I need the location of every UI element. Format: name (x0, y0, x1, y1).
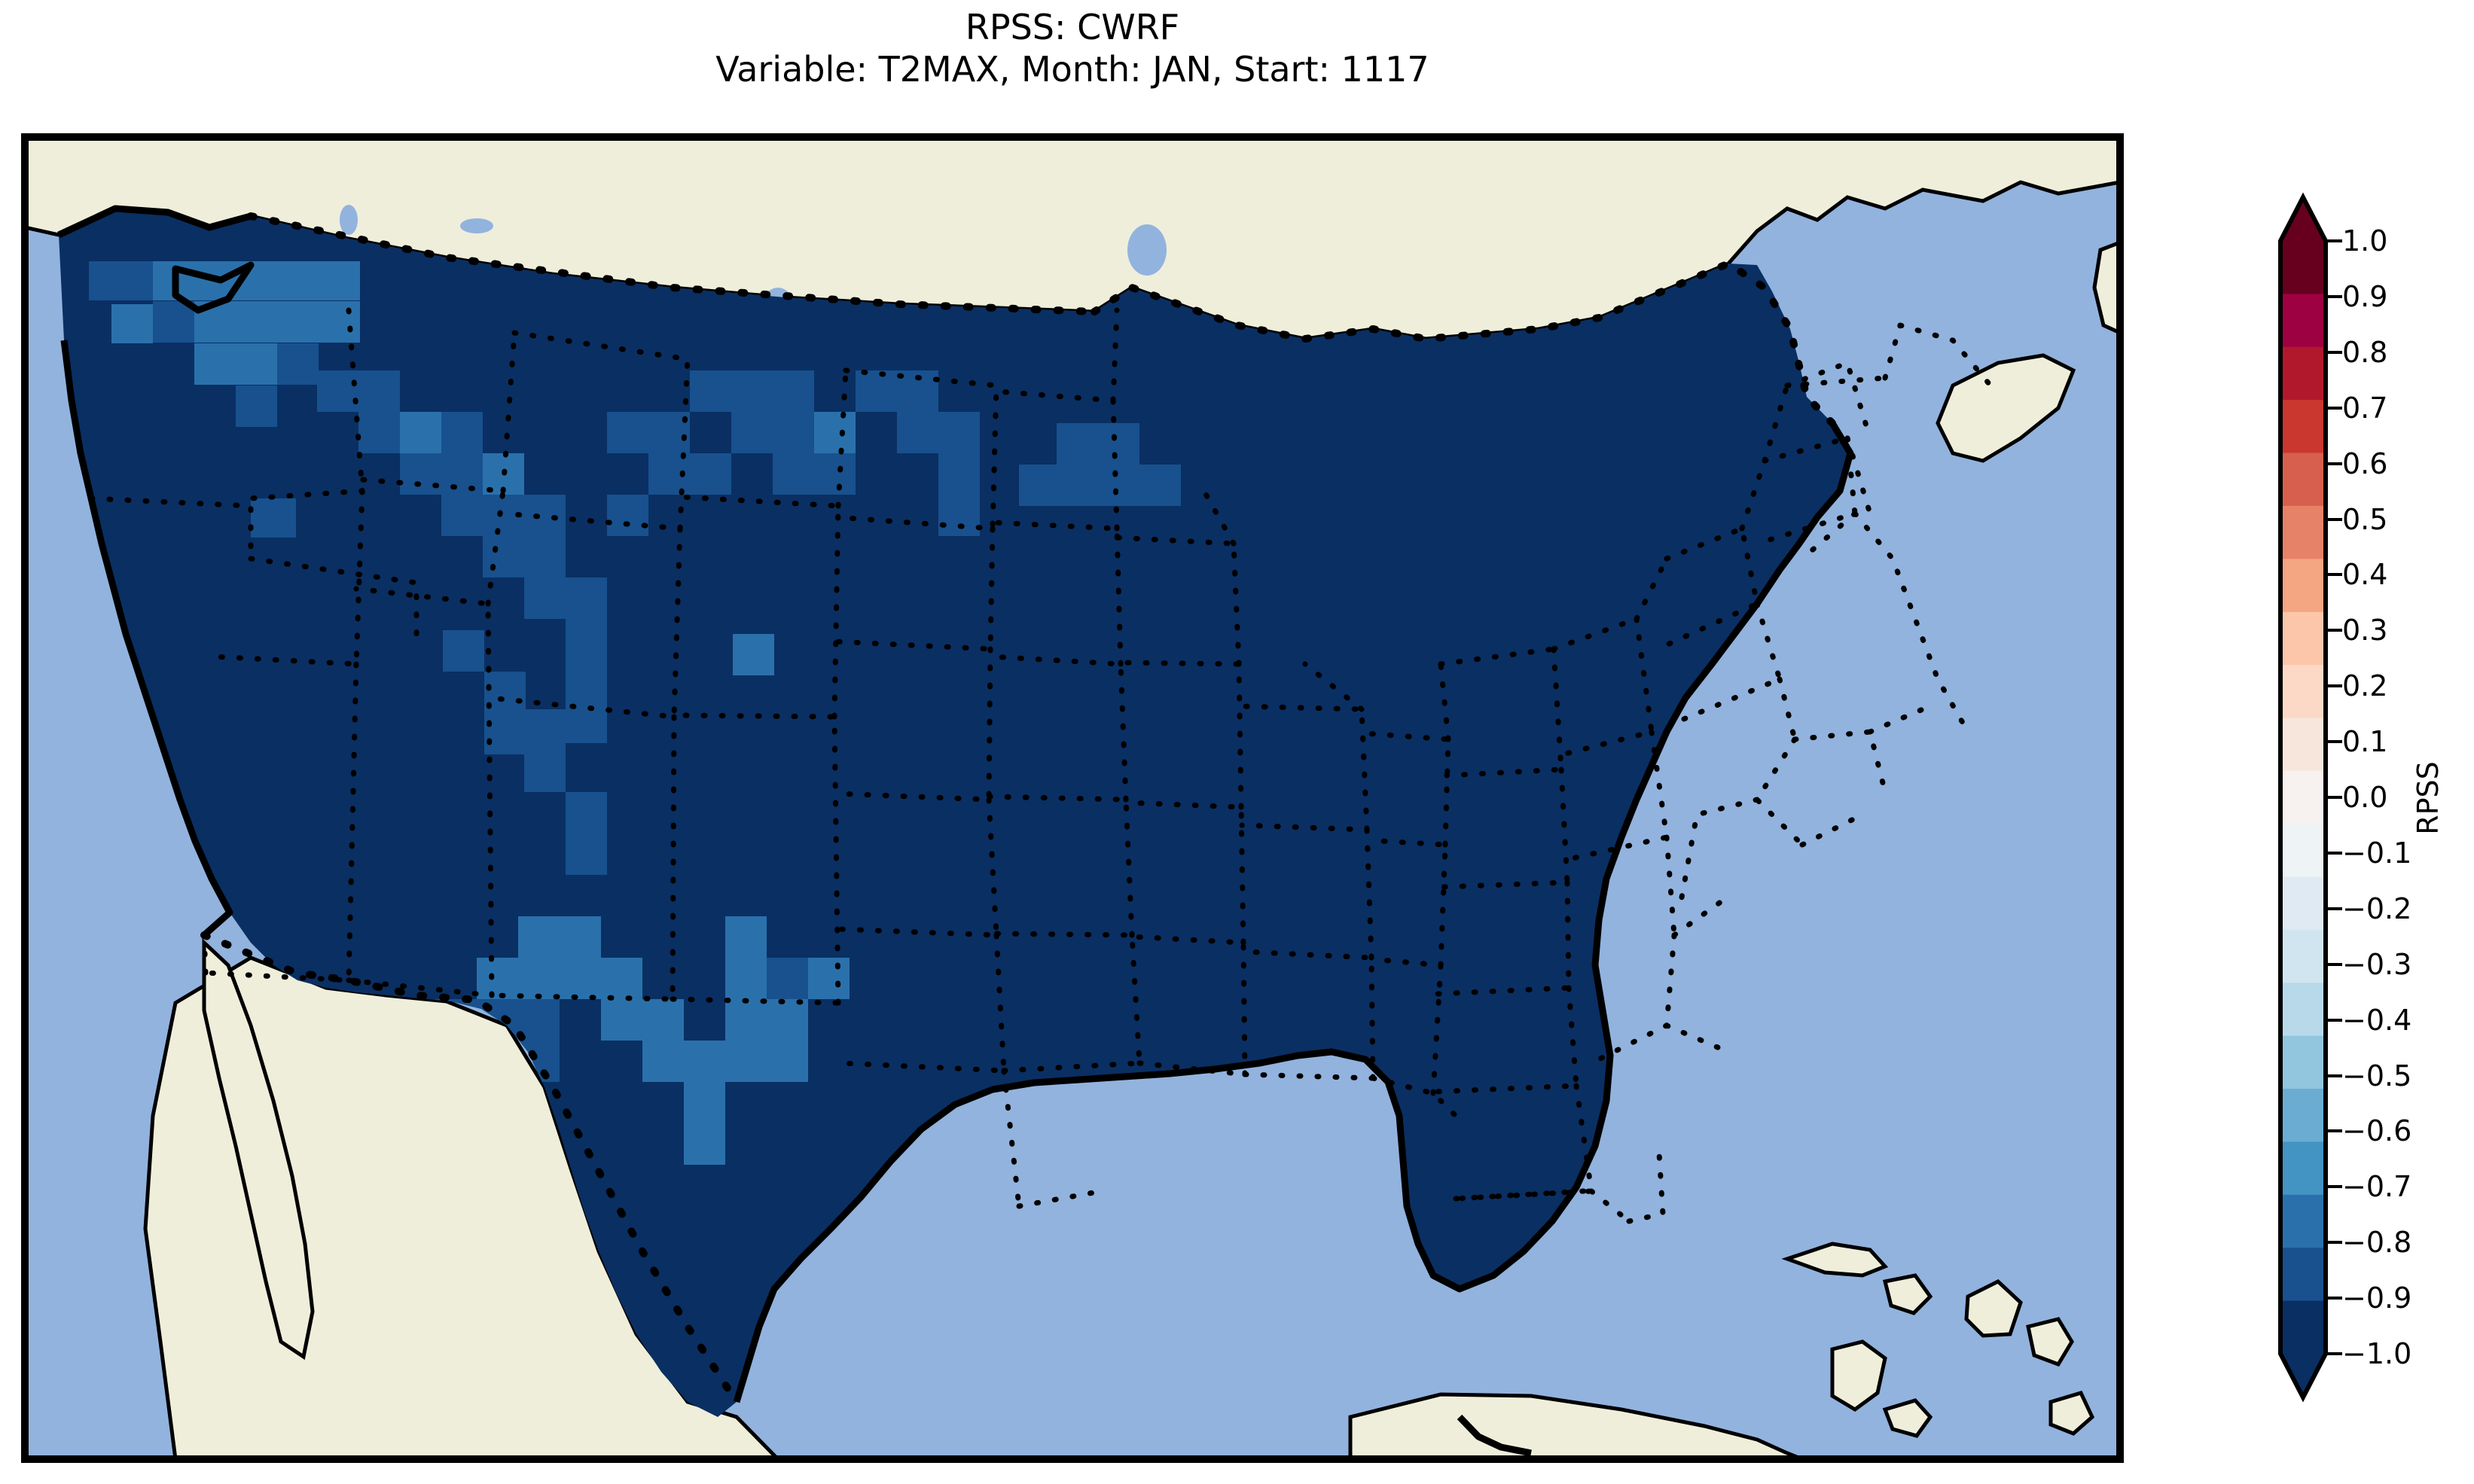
colorbar-tick-mark (2326, 684, 2342, 688)
colorbar-extend-bottom-arrow (2280, 1354, 2326, 1397)
colorbar-swatch (2280, 1141, 2326, 1196)
rpss-cells-pnw-b (89, 261, 319, 427)
colorbar-tick-mark (2326, 573, 2342, 577)
colorbar-tick-label: −0.1 (2342, 836, 2412, 870)
colorbar-swatch (2280, 983, 2326, 1037)
colorbar-tick-label: −0.3 (2342, 947, 2412, 981)
colorbar-tick-label: −0.2 (2342, 891, 2412, 925)
canada-lake-j (340, 205, 358, 235)
bahamas-crooked (2048, 1390, 2095, 1436)
colorbar-axis-label: RPSS (2411, 761, 2445, 835)
colorbar-tick-mark (2326, 962, 2342, 966)
colorbar-tick-mark (2326, 350, 2342, 354)
colorbar-tick-label: 1.0 (2342, 224, 2388, 257)
colorbar-swatch (2280, 929, 2326, 983)
colorbar-tick-label: −1.0 (2342, 1337, 2412, 1370)
colorbar-tick-label: −0.7 (2342, 1170, 2412, 1204)
coastline-layer (57, 205, 1854, 1457)
colorbar-swatch (2280, 241, 2326, 294)
colorbar-swatch (2280, 1089, 2326, 1143)
bahamas-andros (1830, 1339, 1887, 1412)
colorbar-tick-mark (2326, 294, 2342, 298)
colorbar-tick-label: −0.8 (2342, 1226, 2412, 1260)
national-borders-layer (200, 212, 1836, 1406)
bahamas-grand (1781, 1242, 1889, 1278)
colorbar-swatch (2280, 294, 2326, 348)
colorbar-tick-mark (2326, 1241, 2342, 1245)
colorbar-tick-label: 0.6 (2342, 446, 2388, 480)
map-canvas[interactable] (21, 133, 2124, 1463)
baja-california (202, 938, 315, 1361)
title-line-2: Variable: T2MAX, Month: JAN, Start: 1117 (715, 49, 1429, 90)
colorbar-body[interactable] (2278, 192, 2328, 1403)
rpss-cells-montana (251, 370, 980, 875)
colorbar-swatch (2280, 400, 2326, 454)
cuba (1348, 1392, 1803, 1459)
colorbar-swatch (2280, 824, 2326, 878)
colorbar-tick-label: 0.9 (2342, 279, 2388, 313)
colorbar-tick-label: 0.8 (2342, 335, 2388, 369)
colorbar-swatch (2280, 559, 2326, 613)
colorbar-swatch (2280, 1248, 2326, 1302)
colorbar-tick-label: 0.3 (2342, 614, 2388, 648)
colorbar-tick-mark (2326, 796, 2342, 799)
colorbar-tick-mark (2326, 462, 2342, 465)
figure-title: RPSS: CWRF Variable: T2MAX, Month: JAN, … (0, 6, 2145, 90)
colorbar[interactable]: 1.0 0.9 0.8 0.7 0.6 0.5 0.4 0.3 0.2 0.1 0.0 −0.1 −0.… (2278, 192, 2474, 1403)
colorbar-swatch (2280, 1035, 2326, 1089)
nova-scotia (1936, 353, 2076, 463)
colorbar-swatches (2280, 241, 2326, 1354)
colorbar-tick-mark (2326, 629, 2342, 632)
colorbar-swatch (2280, 453, 2326, 507)
colorbar-swatch (2280, 876, 2326, 931)
colorbar-tick-label: 0.2 (2342, 669, 2388, 703)
colorbar-swatch (2280, 1300, 2326, 1354)
colorbar-tick-label: 0.1 (2342, 725, 2388, 759)
colorbar-swatch (2280, 665, 2326, 719)
colorbar-swatch (2280, 346, 2326, 401)
bahamas-eleuthera (1882, 1398, 1933, 1438)
colorbar-swatch (2280, 718, 2326, 772)
colorbar-tick-label: −0.4 (2342, 1003, 2412, 1037)
colorbar-tick-mark (2326, 406, 2342, 410)
colorbar-tick-mark (2326, 1018, 2342, 1022)
bahamas-cat (1964, 1278, 2023, 1338)
colorbar-swatch (2280, 505, 2326, 559)
colorbar-tick-label: −0.6 (2342, 1114, 2412, 1148)
colorbar-gradient (2278, 192, 2328, 1403)
colorbar-tick-mark (2326, 851, 2342, 855)
colorbar-tick-mark (2326, 517, 2342, 521)
bahamas-abaco (1882, 1273, 1933, 1315)
colorbar-swatch (2280, 1194, 2326, 1248)
colorbar-tick-mark (2326, 1129, 2342, 1133)
canada-lake-i (460, 218, 493, 233)
colorbar-tick-label: 0.5 (2342, 502, 2388, 536)
colorbar-tick-mark (2326, 1352, 2342, 1355)
colorbar-tick-label: 0.7 (2342, 391, 2388, 425)
colorbar-tick-label: 0.4 (2342, 558, 2388, 592)
colorbar-tick-label: −0.9 (2342, 1281, 2412, 1315)
rpss-cells-southwest (477, 916, 850, 1165)
colorbar-tick-label: 0.0 (2342, 781, 2388, 814)
colorbar-tick-mark (2326, 1185, 2342, 1189)
colorbar-tick-mark (2326, 1074, 2342, 1077)
colorbar-tick-mark (2326, 1297, 2342, 1300)
colorbar-swatch (2280, 611, 2326, 666)
bahamas-long (2026, 1317, 2074, 1367)
title-line-1: RPSS: CWRF (965, 7, 1180, 47)
map-graphic (25, 137, 2120, 1459)
colorbar-swatch (2280, 770, 2326, 824)
colorbar-tick-mark (2326, 740, 2342, 744)
lake-winnipeg (1127, 224, 1167, 276)
rpss-cells-minnesota (1019, 423, 1181, 506)
colorbar-tick-mark (2326, 907, 2342, 910)
colorbar-tick-label: −0.5 (2342, 1059, 2412, 1092)
colorbar-extend-top-arrow (2280, 197, 2326, 241)
colorbar-tick-mark (2326, 239, 2342, 242)
